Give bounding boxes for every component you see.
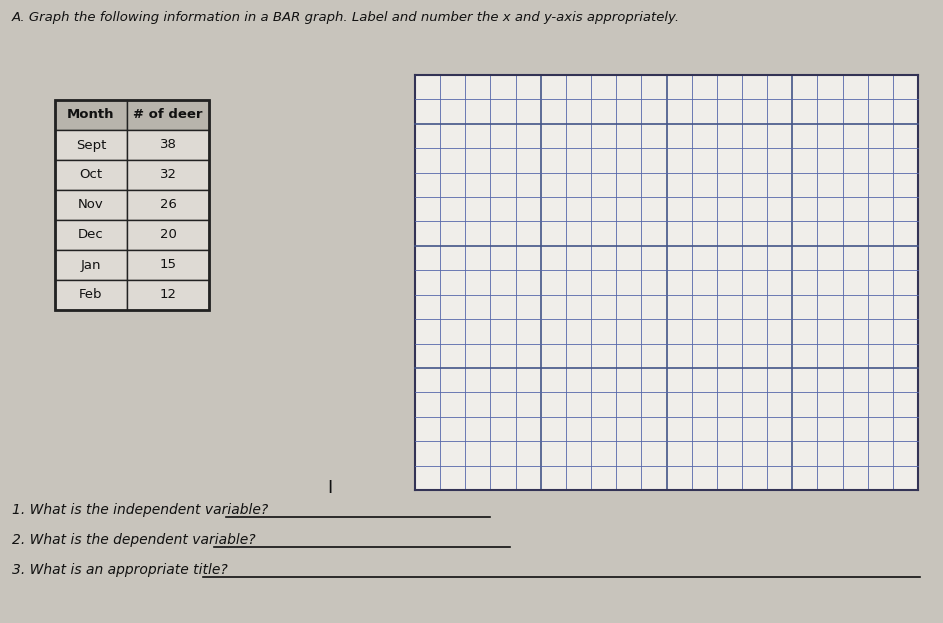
Text: 32: 32: [159, 168, 176, 181]
Bar: [127, 250, 209, 280]
Bar: [127, 280, 209, 310]
Text: Sept: Sept: [75, 138, 107, 151]
Text: Nov: Nov: [78, 199, 104, 211]
Bar: [127, 160, 209, 190]
Text: 20: 20: [159, 229, 176, 242]
Bar: [55, 250, 127, 280]
Text: 2. What is the dependent variable?: 2. What is the dependent variable?: [12, 533, 256, 547]
Bar: [55, 130, 127, 160]
Text: 26: 26: [159, 199, 176, 211]
Bar: [415, 75, 918, 490]
Bar: [55, 160, 127, 190]
Text: 1. What is the independent variable?: 1. What is the independent variable?: [12, 503, 268, 517]
Bar: [127, 100, 209, 130]
Bar: [127, 220, 209, 250]
Text: Oct: Oct: [79, 168, 103, 181]
Bar: [55, 100, 209, 310]
Bar: [55, 190, 127, 220]
Text: Jan: Jan: [81, 259, 101, 272]
Text: Month: Month: [67, 108, 115, 121]
Text: I: I: [327, 479, 333, 497]
Text: Dec: Dec: [78, 229, 104, 242]
Text: # of deer: # of deer: [133, 108, 203, 121]
Text: A. Graph the following information in a BAR graph. Label and number the x and y-: A. Graph the following information in a …: [12, 11, 680, 24]
Bar: [55, 100, 127, 130]
Bar: [127, 130, 209, 160]
Bar: [55, 220, 127, 250]
Text: 3. What is an appropriate title?: 3. What is an appropriate title?: [12, 563, 228, 577]
Text: Feb: Feb: [79, 288, 103, 302]
Text: 15: 15: [159, 259, 176, 272]
Text: 12: 12: [159, 288, 176, 302]
Bar: [127, 190, 209, 220]
Bar: [55, 280, 127, 310]
Text: 38: 38: [159, 138, 176, 151]
